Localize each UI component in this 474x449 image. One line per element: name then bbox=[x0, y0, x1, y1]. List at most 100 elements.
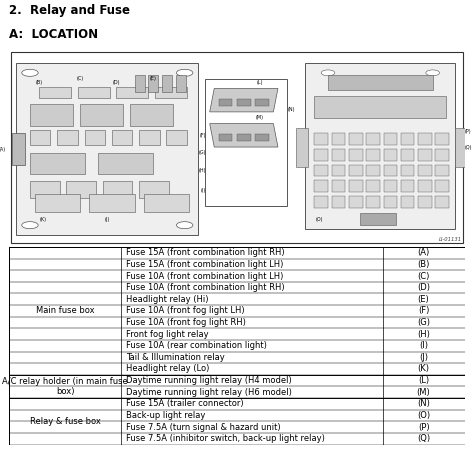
Bar bbox=[30, 104, 73, 126]
Bar bbox=[418, 180, 432, 192]
Text: (B): (B) bbox=[36, 80, 43, 85]
Text: (E): (E) bbox=[149, 76, 156, 81]
Bar bbox=[436, 149, 449, 161]
Bar bbox=[35, 194, 80, 211]
Text: (G): (G) bbox=[199, 150, 207, 155]
Bar bbox=[366, 196, 380, 207]
Bar bbox=[166, 131, 187, 145]
Bar bbox=[255, 134, 269, 141]
Bar bbox=[436, 165, 449, 176]
Bar bbox=[383, 165, 397, 176]
Bar bbox=[314, 196, 328, 207]
Text: (A): (A) bbox=[0, 146, 6, 151]
Text: LI-01131: LI-01131 bbox=[439, 237, 462, 242]
Bar bbox=[332, 165, 345, 176]
Text: (N): (N) bbox=[417, 399, 430, 408]
Bar bbox=[16, 63, 198, 235]
Text: (K): (K) bbox=[418, 365, 429, 374]
Bar bbox=[332, 149, 345, 161]
Text: Fuse 15A (front combination light RH): Fuse 15A (front combination light RH) bbox=[127, 248, 285, 257]
Text: (F): (F) bbox=[418, 306, 429, 315]
Bar bbox=[148, 75, 158, 92]
Polygon shape bbox=[210, 88, 278, 112]
Text: Daytime running light relay (H6 model): Daytime running light relay (H6 model) bbox=[127, 388, 292, 397]
Text: (B): (B) bbox=[418, 260, 430, 269]
Bar bbox=[436, 196, 449, 207]
Bar bbox=[89, 194, 135, 211]
Bar bbox=[366, 149, 380, 161]
Bar bbox=[139, 181, 169, 198]
Bar bbox=[366, 133, 380, 145]
Bar bbox=[418, 196, 432, 207]
Bar bbox=[383, 149, 397, 161]
Text: Headlight relay (Hi): Headlight relay (Hi) bbox=[127, 295, 209, 304]
Circle shape bbox=[426, 70, 439, 76]
Bar bbox=[205, 79, 287, 206]
Bar bbox=[255, 99, 269, 106]
Bar bbox=[366, 180, 380, 192]
Text: Fuse 15A (front combination light LH): Fuse 15A (front combination light LH) bbox=[127, 260, 284, 269]
Text: (C): (C) bbox=[418, 272, 430, 281]
Bar bbox=[98, 153, 153, 174]
Bar bbox=[155, 88, 187, 98]
Bar bbox=[332, 196, 345, 207]
Bar bbox=[296, 128, 308, 167]
Bar bbox=[383, 133, 397, 145]
Text: A:  LOCATION: A: LOCATION bbox=[9, 28, 99, 41]
Bar bbox=[383, 180, 397, 192]
Text: (P): (P) bbox=[465, 129, 471, 134]
Bar bbox=[418, 165, 432, 176]
Bar bbox=[84, 131, 105, 145]
Bar bbox=[237, 99, 251, 106]
Bar bbox=[418, 133, 432, 145]
Bar bbox=[401, 196, 414, 207]
Bar bbox=[237, 134, 251, 141]
Bar bbox=[219, 134, 232, 141]
Text: Front fog light relay: Front fog light relay bbox=[127, 330, 209, 339]
Text: Fuse 7.5A (inhibitor switch, back-up light relay): Fuse 7.5A (inhibitor switch, back-up lig… bbox=[127, 434, 325, 443]
Bar bbox=[314, 149, 328, 161]
Circle shape bbox=[176, 222, 193, 229]
Bar bbox=[456, 128, 467, 167]
Bar bbox=[78, 88, 109, 98]
Bar bbox=[139, 131, 160, 145]
Bar bbox=[130, 104, 173, 126]
Text: Fuse 10A (front fog light LH): Fuse 10A (front fog light LH) bbox=[127, 306, 245, 315]
Bar bbox=[175, 75, 186, 92]
Text: (H): (H) bbox=[417, 330, 430, 339]
Text: Tail & Illumination relay: Tail & Illumination relay bbox=[127, 353, 225, 362]
Text: (G): (G) bbox=[417, 318, 430, 327]
Bar bbox=[332, 180, 345, 192]
Text: (P): (P) bbox=[418, 423, 429, 431]
Bar bbox=[436, 180, 449, 192]
Text: Headlight relay (Lo): Headlight relay (Lo) bbox=[127, 365, 210, 374]
Text: A/C relay holder (in main fuse box): A/C relay holder (in main fuse box) bbox=[2, 377, 128, 396]
Text: (M): (M) bbox=[256, 114, 264, 120]
Text: (N): (N) bbox=[288, 107, 295, 112]
Text: (O): (O) bbox=[417, 411, 430, 420]
Bar bbox=[328, 75, 433, 90]
Bar bbox=[349, 149, 363, 161]
Bar bbox=[349, 196, 363, 207]
Text: Fuse 10A (front fog light RH): Fuse 10A (front fog light RH) bbox=[127, 318, 246, 327]
Text: Fuse 10A (front combination light LH): Fuse 10A (front combination light LH) bbox=[127, 272, 284, 281]
Text: (D): (D) bbox=[417, 283, 430, 292]
Bar bbox=[219, 99, 232, 106]
Text: (J): (J) bbox=[419, 353, 428, 362]
Bar bbox=[401, 133, 414, 145]
Bar bbox=[57, 131, 78, 145]
Bar bbox=[349, 133, 363, 145]
Bar bbox=[366, 165, 380, 176]
Circle shape bbox=[176, 69, 193, 76]
Bar bbox=[103, 181, 132, 198]
Bar bbox=[135, 75, 145, 92]
Text: (I): (I) bbox=[200, 188, 206, 193]
Text: (D): (D) bbox=[113, 80, 120, 85]
Bar bbox=[401, 180, 414, 192]
Bar bbox=[383, 196, 397, 207]
Text: (M): (M) bbox=[417, 388, 430, 397]
Text: Relay & fuse box: Relay & fuse box bbox=[30, 417, 100, 426]
Bar bbox=[436, 133, 449, 145]
Bar bbox=[332, 133, 345, 145]
Text: Fuse 10A (front combination light RH): Fuse 10A (front combination light RH) bbox=[127, 283, 285, 292]
